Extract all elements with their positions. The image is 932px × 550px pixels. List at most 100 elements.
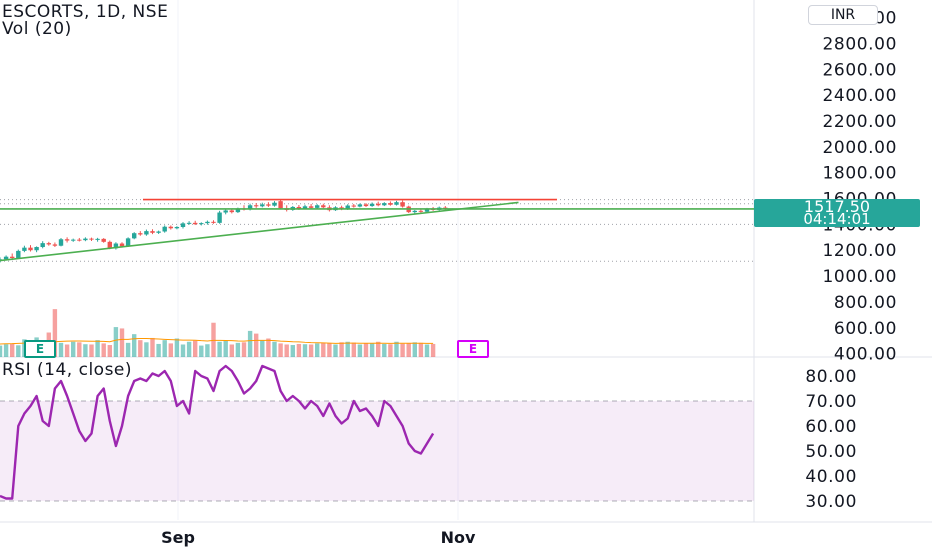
price-axis-tick-label: 1000.00 bbox=[823, 267, 898, 287]
candle-body bbox=[247, 205, 253, 210]
price-axis[interactable]: 3000.002800.002600.002400.002200.002000.… bbox=[823, 9, 898, 365]
volume-bar bbox=[272, 341, 277, 357]
rsi-axis[interactable]: 80.00 70.00 60.00 50.00 40.00 30.00 bbox=[805, 367, 857, 512]
volume-bar bbox=[327, 343, 332, 357]
candle-body bbox=[174, 226, 180, 229]
volume-bar bbox=[205, 344, 210, 357]
earnings-marker-icon[interactable]: E bbox=[24, 340, 56, 358]
volume-bar bbox=[138, 340, 143, 357]
rsi-axis-tick-label: 80.00 bbox=[805, 367, 857, 387]
volume-bar bbox=[3, 344, 9, 357]
candle-body bbox=[186, 222, 192, 224]
candle-body bbox=[376, 203, 381, 206]
candle-body bbox=[40, 243, 45, 248]
candle-body bbox=[119, 243, 125, 247]
volume-bar bbox=[315, 343, 320, 357]
volume-bar bbox=[217, 341, 222, 357]
volume-bar bbox=[174, 338, 180, 357]
candle-body bbox=[64, 239, 70, 241]
volume-bar bbox=[333, 344, 338, 357]
candle-body bbox=[302, 206, 308, 209]
candle-body bbox=[144, 231, 149, 235]
rsi-axis-tick-label: 60.00 bbox=[805, 417, 857, 437]
ascending-trendline bbox=[0, 201, 519, 262]
candle-body bbox=[211, 221, 216, 223]
candle-body bbox=[217, 212, 222, 223]
candle-body bbox=[199, 223, 204, 225]
volume-bar bbox=[406, 343, 411, 357]
volume-bar bbox=[339, 342, 344, 357]
candle-body bbox=[156, 231, 161, 233]
time-axis[interactable]: Sep Nov bbox=[161, 528, 476, 547]
candle-body bbox=[83, 238, 88, 241]
candle-body bbox=[46, 243, 51, 245]
rsi-axis-tick-label: 50.00 bbox=[805, 442, 857, 462]
volume-bar bbox=[376, 341, 381, 357]
bar-countdown: 04:14:01 bbox=[803, 210, 871, 228]
volume-bar bbox=[199, 345, 204, 357]
rsi-axis-tick-label: 70.00 bbox=[805, 392, 857, 412]
volume-bar bbox=[77, 342, 82, 357]
time-axis-label: Nov bbox=[441, 528, 476, 547]
volume-bar bbox=[101, 343, 106, 357]
candle-body bbox=[193, 222, 198, 225]
candle-body bbox=[16, 250, 21, 258]
volume-bar bbox=[71, 341, 76, 357]
volume-bar bbox=[113, 327, 119, 357]
candle-body bbox=[394, 202, 399, 205]
candle-body bbox=[266, 204, 271, 206]
volume-bar bbox=[369, 343, 375, 357]
earnings-marker-icon[interactable]: E bbox=[457, 340, 489, 358]
last-price-value: 1517.50 bbox=[803, 197, 871, 216]
volume-bar bbox=[394, 341, 399, 357]
candle-body bbox=[400, 202, 405, 207]
volume-bar bbox=[223, 340, 228, 357]
symbol-legend[interactable]: ESCORTS, 1D, NSE bbox=[2, 2, 169, 22]
candle-body bbox=[382, 203, 387, 206]
volume-bar bbox=[260, 340, 265, 357]
candle-body bbox=[125, 238, 131, 247]
volume-bar bbox=[211, 322, 216, 357]
volume-bar bbox=[351, 342, 356, 357]
candle-body bbox=[345, 205, 350, 210]
candle-body bbox=[296, 206, 302, 209]
volume-bar bbox=[278, 343, 283, 357]
price-axis-tick-label: 2400.00 bbox=[823, 86, 898, 106]
candle-body bbox=[351, 205, 356, 207]
volume-legend[interactable]: Vol (20) bbox=[2, 19, 72, 39]
candle-body bbox=[388, 203, 393, 205]
volume-bar bbox=[266, 338, 271, 357]
volume-bar bbox=[186, 341, 192, 357]
candle-body bbox=[107, 241, 112, 249]
candle-body bbox=[162, 226, 167, 232]
rsi-legend[interactable]: RSI (14, close) bbox=[2, 360, 133, 380]
price-axis-tick-label: 1800.00 bbox=[823, 164, 898, 184]
candle-body bbox=[113, 243, 119, 249]
candle-body bbox=[363, 204, 369, 207]
volume-bar bbox=[58, 342, 64, 357]
candle-body bbox=[71, 239, 76, 241]
volume-bar bbox=[107, 345, 112, 357]
volume-bar bbox=[235, 342, 241, 357]
currency-button[interactable]: INR bbox=[808, 5, 878, 25]
drawn-trendlines[interactable] bbox=[0, 198, 754, 262]
volume-bar bbox=[296, 343, 302, 357]
rsi-line bbox=[0, 364, 435, 500]
volume-bars bbox=[0, 309, 436, 357]
volume-bar bbox=[125, 342, 131, 357]
volume-bar bbox=[400, 343, 405, 357]
volume-bar bbox=[89, 344, 94, 357]
candle-body bbox=[3, 256, 9, 260]
volume-bar bbox=[52, 309, 58, 357]
candle-body bbox=[138, 233, 143, 235]
volume-bar bbox=[180, 344, 186, 357]
price-axis-tick-label: 400.00 bbox=[834, 345, 897, 365]
candle-body bbox=[278, 201, 283, 209]
candle-body bbox=[223, 210, 228, 213]
rsi-band bbox=[0, 401, 754, 501]
candle-body bbox=[28, 247, 33, 251]
volume-bar bbox=[83, 344, 88, 357]
candle-body bbox=[95, 238, 100, 240]
volume-bar bbox=[229, 344, 234, 357]
